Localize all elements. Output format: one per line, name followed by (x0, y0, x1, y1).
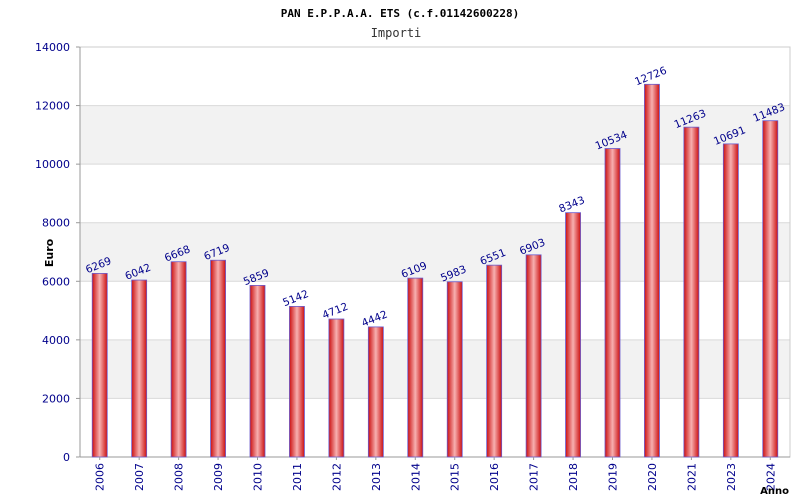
bar-2019 (604, 148, 621, 458)
x-tick-label-2008: 2008 (173, 463, 186, 491)
x-tick-label-2024: 2024 (764, 463, 777, 491)
x-tick-label-2013: 2013 (370, 463, 383, 491)
x-tick-label-2016: 2016 (488, 463, 501, 491)
bar-2007 (131, 279, 148, 458)
bar-2008 (170, 261, 187, 458)
x-tick-label-2017: 2017 (528, 463, 541, 491)
bar-2021 (683, 126, 700, 458)
x-tick-label-2019: 2019 (607, 463, 620, 491)
x-tick-label-2018: 2018 (567, 463, 580, 491)
x-tick-label-2011: 2011 (291, 463, 304, 491)
y-tick-label: 4000 (42, 334, 70, 347)
x-tick-label-2007: 2007 (133, 463, 146, 491)
grid-band (80, 222, 790, 282)
x-axis-label: Anno (760, 486, 789, 497)
chart-title: PAN E.P.P.A.A. ETS (c.f.01142600228) (281, 7, 519, 20)
bar-2018 (565, 212, 581, 458)
y-tick-label: 12000 (35, 100, 70, 113)
bar-2017 (525, 254, 542, 458)
x-tick-label-2012: 2012 (330, 463, 343, 491)
y-tick-label: 0 (63, 451, 70, 464)
y-axis-label: Euro (43, 238, 56, 267)
bar-2023 (722, 143, 739, 458)
y-tick-label: 2000 (42, 392, 70, 405)
bar-2013 (367, 326, 384, 458)
x-tick-label-2015: 2015 (449, 463, 462, 491)
bar-2020 (644, 83, 660, 458)
bar-2012 (328, 318, 345, 458)
bar-2014 (407, 277, 424, 458)
bars (91, 83, 779, 458)
background-bands (80, 105, 790, 399)
x-tick-label-2021: 2021 (685, 463, 698, 491)
x-tick-label-2023: 2023 (725, 463, 738, 491)
bar-2006 (91, 273, 108, 458)
bar-2009 (210, 259, 226, 458)
grid-band (80, 339, 790, 399)
bar-2016 (486, 264, 503, 458)
x-tick-label-2014: 2014 (409, 463, 422, 491)
y-tick-label: 14000 (35, 41, 70, 54)
bar-2010 (249, 285, 266, 458)
x-tick-label-2009: 2009 (212, 463, 225, 491)
bar-2024 (762, 120, 779, 458)
y-tick-label: 6000 (42, 275, 70, 288)
bar-2011 (289, 306, 305, 458)
y-tick-label: 8000 (42, 217, 70, 230)
x-tick-label-2020: 2020 (646, 463, 659, 491)
y-tick-labels: 0 2000 4000 6000 8000 10000 12000 14000 (35, 41, 70, 464)
x-tick-label-2010: 2010 (252, 463, 265, 491)
y-tick-label: 10000 (35, 158, 70, 171)
x-tick-labels: 2006 2007 2008 2009 2010 2011 2012 2013 2014 2015… (94, 457, 777, 491)
chart-subtitle: Importi (371, 26, 422, 40)
bar-2015 (446, 281, 463, 458)
x-tick-label-2006: 2006 (94, 463, 107, 491)
grid-band (80, 105, 790, 165)
